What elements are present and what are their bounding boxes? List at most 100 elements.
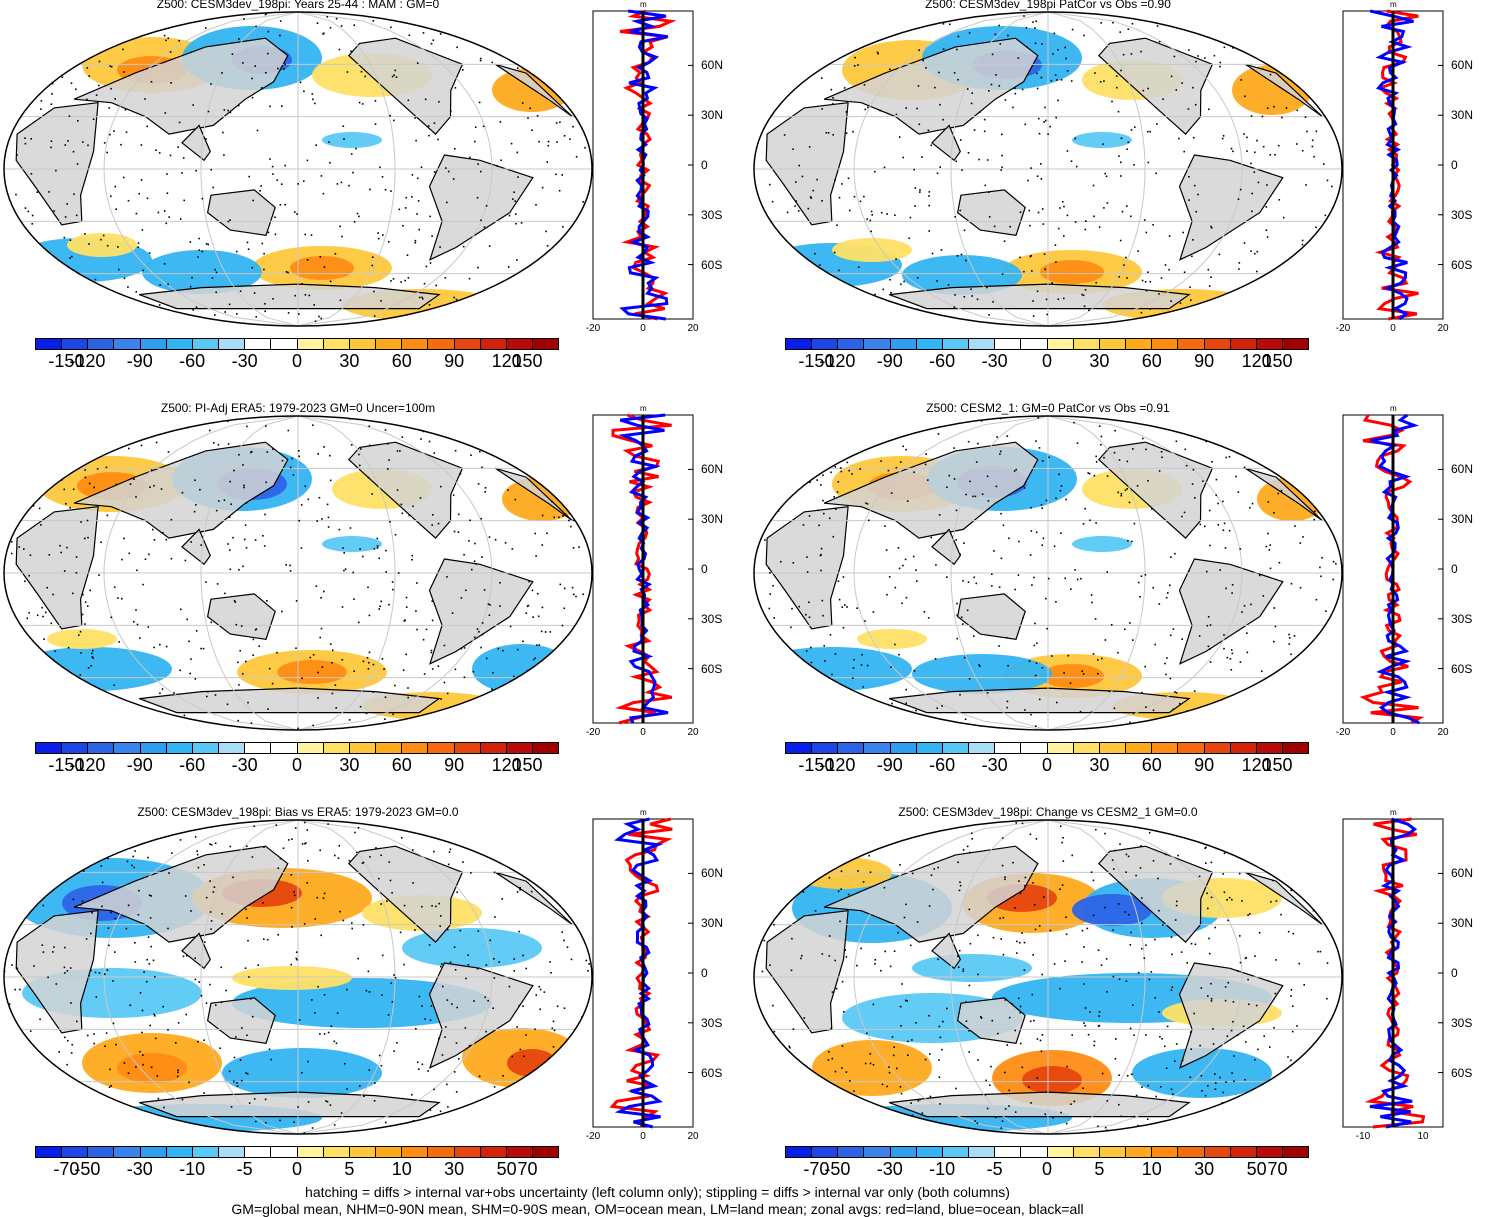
landmass [1178, 962, 1284, 1069]
colorbar-label: 0 [1041, 351, 1053, 371]
colorbar-segment [1204, 743, 1231, 753]
colorbar-label: 30 [1089, 351, 1110, 371]
colorbar-segment [114, 1147, 141, 1157]
zonal-x-tick-label: 0 [640, 323, 646, 334]
longitude-gridline [103, 416, 299, 730]
colorbar-label: -30 [876, 1159, 903, 1179]
landmass [347, 845, 464, 943]
colorbar-segment [219, 1147, 246, 1157]
colorbar-segment [36, 743, 63, 753]
colorbar-label: 120 [491, 755, 522, 775]
colorbar-label: -90 [876, 351, 903, 371]
longitude-gridline [297, 416, 396, 730]
colorbar-label: -5 [236, 1159, 253, 1179]
colorbar-segment [166, 1147, 193, 1157]
colorbar-segment [506, 339, 533, 349]
colorbar-segment [349, 1147, 377, 1157]
landmass [765, 506, 849, 630]
zonal-x-tick-label: 20 [1437, 323, 1449, 334]
colorbar-label: 0 [1041, 755, 1053, 775]
zonal-lat-label: 60N [701, 58, 724, 73]
longitude-gridline [200, 820, 299, 1134]
colorbar-segment [942, 1147, 970, 1157]
colorbar-segment [1178, 339, 1205, 349]
panel-title: Z500: CESM2_1: GM=0 PatCor vs Obs =0.91 [926, 401, 1170, 415]
colorbar-label: 70 [517, 1159, 538, 1179]
colorbar-label: 0 [291, 1159, 303, 1179]
landmass [956, 189, 1026, 236]
ocean-zonal-line [1369, 9, 1414, 321]
landmass [206, 189, 276, 236]
landmass [15, 506, 99, 630]
colorbar-label: 5 [1094, 1159, 1105, 1179]
zonal-lat-label: 60S [701, 1065, 723, 1080]
colorbar-label: -150 [798, 755, 835, 775]
zonal-x-tick-label: -20 [1335, 727, 1351, 738]
colorbar-segment [140, 339, 167, 349]
zonal-x-tick-label: 0 [640, 1131, 646, 1142]
colorbar-label: 90 [1194, 755, 1215, 775]
colorbar-label: 0 [291, 351, 303, 371]
colorbar-segment [88, 743, 115, 753]
colorbar-segment [1230, 743, 1257, 753]
map-panel: Z500: CESM3dev_198pi: Bias vs ERA5: 1979… [0, 805, 735, 1208]
landmass [1097, 37, 1214, 135]
colorbar-segment [480, 1147, 507, 1157]
anomaly-blob [322, 132, 382, 148]
colorbar-label: 60 [1141, 351, 1162, 371]
colorbar-segment [916, 1147, 943, 1157]
map-panel: Z500: CESM3dev_198pi: Change vs CESM2_1 … [750, 805, 1485, 1208]
colorbar-segment [838, 339, 865, 349]
colorbar-segment [864, 339, 891, 349]
colorbar-segment [1047, 743, 1074, 753]
colorbar-segment [1021, 743, 1048, 753]
colorbar-segment [245, 1147, 272, 1157]
colorbar-segment [532, 339, 559, 349]
colorbar-label: -30 [231, 351, 258, 371]
zonal-x-tick-label: -20 [1335, 323, 1351, 334]
colorbar-segment [1073, 339, 1100, 349]
longitude-gridline [950, 416, 1049, 730]
colorbar-segment [916, 743, 943, 753]
colorbar-label: 30 [1089, 755, 1110, 775]
colorbar-segment [532, 1147, 559, 1157]
panel-title: Z500: CESM3dev_198pi PatCor vs Obs =0.90 [925, 0, 1171, 11]
colorbar-segment [1230, 339, 1257, 349]
colorbar [785, 338, 1309, 350]
anomaly-blob [902, 255, 1022, 295]
longitude-gridline [200, 416, 299, 730]
colorbar-segment [995, 339, 1022, 349]
zonal-lat-label: 60N [701, 866, 724, 881]
colorbar-segment [454, 339, 481, 349]
colorbar-label: 150 [1262, 755, 1293, 775]
colorbar [35, 1146, 559, 1158]
colorbar-segment [1178, 743, 1205, 753]
zonal-x-tick-label: 20 [687, 323, 699, 334]
landmass [1178, 154, 1284, 261]
colorbar [785, 742, 1309, 754]
anomaly-blob [912, 954, 1032, 982]
colorbar-label: -90 [126, 351, 153, 371]
colorbar-label: -30 [126, 1159, 153, 1179]
longitude-gridline [200, 12, 299, 326]
colorbar-label: 10 [1141, 1159, 1162, 1179]
map-border [753, 11, 1343, 327]
colorbar-segment [245, 339, 272, 349]
colorbar-label: -30 [981, 351, 1008, 371]
anomaly-blob [290, 256, 354, 280]
zonal-lat-label: 60N [1451, 58, 1474, 73]
colorbar-segment [995, 743, 1022, 753]
landmass [1097, 845, 1214, 943]
zonal-average-plot [1342, 817, 1444, 1129]
colorbar [35, 338, 559, 350]
zonal-average-plot [592, 817, 694, 1129]
panel-title: Z500: CESM3dev_198pi: Change vs CESM2_1 … [898, 805, 1198, 819]
map-border [753, 819, 1343, 1135]
longitude-gridline [1047, 820, 1146, 1134]
zonal-x-tick-label: 20 [687, 727, 699, 738]
colorbar-segment [271, 743, 298, 753]
zonal-unit-label: m [1390, 0, 1397, 9]
landmass [347, 37, 464, 135]
anomaly-blob [857, 629, 927, 649]
landmass [73, 37, 289, 135]
